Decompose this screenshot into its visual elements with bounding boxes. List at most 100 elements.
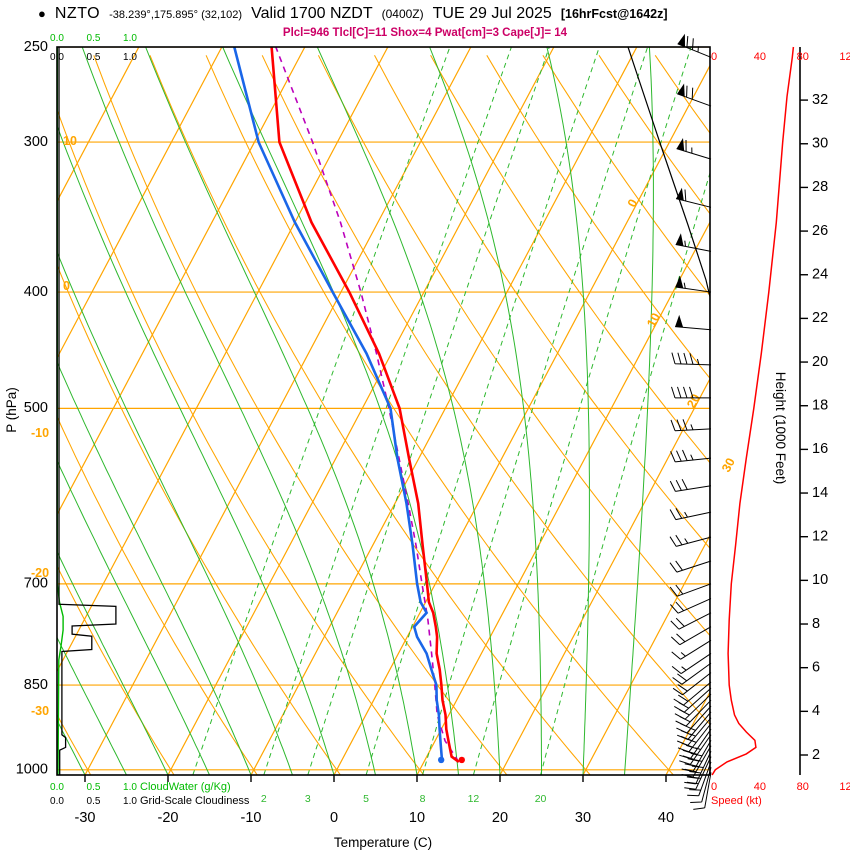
- cloudiness-curve: [58, 47, 117, 775]
- wind-barb: [669, 560, 712, 573]
- cloudwater-scale-top: 1.0: [123, 33, 137, 44]
- surface-temperature-dot: [458, 756, 465, 764]
- height-tick-label: 32: [812, 92, 828, 108]
- wind-barb: [669, 478, 712, 492]
- cloudwater-scale-bottom: 1.0: [123, 782, 137, 793]
- height-tick-label: 14: [812, 485, 828, 501]
- height-tick-label: 22: [812, 310, 828, 326]
- speed-axis-label: Speed (kt): [711, 795, 762, 807]
- wind-barb: [672, 662, 712, 685]
- wind-barb: [670, 419, 712, 432]
- height-tick-label: 16: [812, 441, 828, 457]
- mixing-ratio-label: 8: [420, 793, 426, 805]
- speed-scale-top: 80: [797, 51, 809, 63]
- title-bar: ● NZTO -38.239°,175.895° (32,102) Valid …: [38, 5, 668, 23]
- speed-scale-top: 120: [839, 51, 850, 63]
- pressure-tick-label: 700: [24, 576, 48, 592]
- wind-barb: [684, 751, 712, 785]
- wind-barb: [681, 740, 712, 772]
- wind-barb: [671, 386, 712, 399]
- temperature-tick-label: 30: [575, 810, 591, 826]
- temperature-axis-title: Temperature (C): [334, 835, 432, 850]
- isotherm-label-left: 0: [63, 279, 70, 293]
- cloudiness-scale-bottom: 0.5: [87, 796, 101, 807]
- temperature-tick-label: -10: [241, 810, 262, 826]
- station-coordinates: -38.239°,175.895° (32,102): [109, 9, 243, 21]
- isotherm-label-right: 20: [684, 392, 703, 411]
- cloudiness-scale-top: 0.5: [87, 52, 101, 63]
- speed-scale-top: 0: [711, 51, 717, 63]
- temperature-tick-label: -30: [75, 810, 96, 826]
- grid-labels: 10 0 -10 -20 -30 0 10 20 30 2 3 5 8 12 20: [31, 134, 738, 805]
- wind-barb: [679, 728, 712, 760]
- wind-barb: [671, 352, 712, 366]
- wind-barb: [677, 717, 712, 746]
- mixing-ratio-label: 12: [468, 793, 480, 805]
- height-tick-label: 28: [812, 179, 828, 195]
- height-tick-label: 24: [812, 267, 828, 283]
- dewpoint-curve: [233, 47, 444, 763]
- wind-barb: [693, 772, 712, 810]
- cloudwater-scale-bottom: 0.5: [87, 782, 101, 793]
- mixing-ratio-label: 3: [305, 793, 311, 805]
- station-bullet-icon: ●: [38, 6, 46, 21]
- wind-barb: [670, 449, 712, 463]
- wind-barb: [690, 767, 712, 803]
- surface-dewpoint-dot: [437, 756, 445, 764]
- wind-barb: [674, 693, 712, 720]
- height-tick-label: 8: [812, 616, 820, 632]
- wind-barbs: [669, 33, 712, 810]
- wind-speed-curve: [711, 46, 795, 776]
- wind-barb: [675, 240, 712, 252]
- mixing-ratio-label: 20: [535, 793, 547, 805]
- wind-barb: [677, 723, 712, 753]
- isotherm-label-right: 30: [719, 456, 738, 475]
- pressure-tick-label: 250: [24, 39, 48, 55]
- pressure-tick-label: 500: [24, 400, 48, 416]
- pressure-tick-label: 400: [24, 284, 48, 300]
- speed-scale-top: 40: [754, 51, 766, 63]
- wind-barb: [670, 626, 712, 646]
- wind-barb: [669, 534, 712, 547]
- wind-barb: [677, 36, 712, 58]
- pressure-tick-label: 300: [24, 134, 48, 150]
- wind-barb: [670, 598, 712, 614]
- cloudiness-scale-bottom: 1.0: [123, 796, 137, 807]
- mixing-ratio-label: 2: [261, 793, 267, 805]
- height-tick-label: 26: [812, 223, 828, 239]
- stability-indices-line: Plcl=946 Tlcl[C]=11 Shox=4 Pwat[cm]=3 Ca…: [282, 27, 568, 39]
- isotherm-label-left: 10: [63, 134, 77, 148]
- temperature-tick-label: -20: [158, 810, 179, 826]
- wind-barb: [673, 681, 712, 706]
- temperature-tick-label: 10: [409, 810, 425, 826]
- isotherm-label-right: 10: [644, 311, 663, 330]
- wind-barb: [675, 189, 712, 208]
- height-tick-label: 18: [812, 398, 828, 414]
- speed-scale-bottom: 40: [754, 781, 766, 793]
- cloudiness-scale-bottom: 0.0: [50, 796, 64, 807]
- speed-scale-bottom: 120: [839, 781, 850, 793]
- forecast-tag: [16hrFcst@1642z]: [560, 7, 668, 21]
- height-tick-label: 20: [812, 354, 828, 370]
- temperature-curve: [270, 47, 460, 763]
- temperature-tick-label: 40: [658, 810, 674, 826]
- mixing-ratio-label: 5: [363, 793, 369, 805]
- wind-barb: [669, 508, 712, 521]
- wind-barb: [672, 672, 712, 696]
- isotherm-label-left: -30: [31, 704, 49, 718]
- height-axis-title: Height (1000 Feet): [773, 372, 788, 485]
- grid-lines: [57, 47, 710, 775]
- cloudwater-scale-label: CloudWater (g/Kg): [140, 781, 231, 793]
- wind-barb: [684, 756, 712, 790]
- pressure-tick-label: 1000: [16, 762, 48, 778]
- wind-barb: [669, 583, 712, 597]
- valid-date: TUE 29 Jul 2025: [432, 5, 552, 22]
- height-tick-label: 2: [812, 747, 820, 763]
- station-id: NZTO: [54, 5, 101, 22]
- height-tick-label: 10: [812, 572, 828, 588]
- height-tick-label: 6: [812, 660, 820, 676]
